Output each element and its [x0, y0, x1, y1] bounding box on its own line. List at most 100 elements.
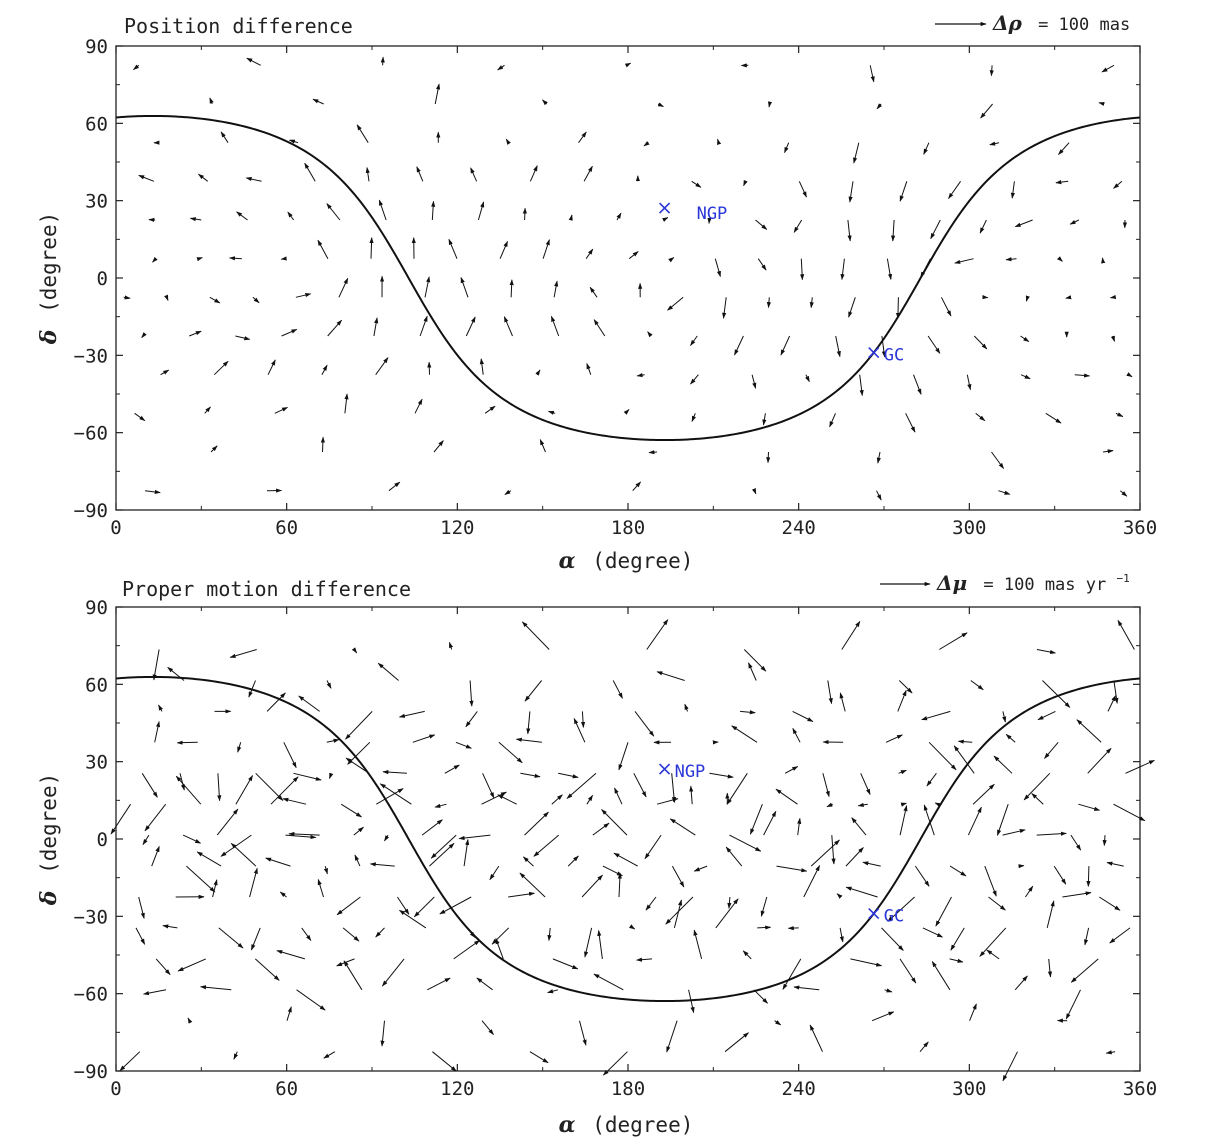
vector-arrow: [841, 620, 861, 650]
vector-arrow: [847, 219, 852, 242]
x-tick-label: 300: [952, 1078, 986, 1100]
vector-arrow: [448, 641, 454, 650]
vector-arrow: [862, 861, 881, 867]
vector-arrow: [138, 174, 155, 182]
vector-arrow: [285, 834, 317, 840]
vector-arrow: [1042, 680, 1071, 708]
vector-arrow: [593, 973, 624, 991]
vector-arrow: [155, 958, 171, 976]
vector-arrow: [757, 258, 767, 271]
galactic-plane-curve: [115, 675, 1141, 1003]
vector-arrow: [378, 199, 387, 221]
vector-arrow: [755, 219, 768, 230]
vector-arrow: [252, 296, 260, 304]
vector-arrow: [1070, 834, 1082, 851]
vector-arrow: [734, 335, 744, 356]
vector-arrow: [1110, 335, 1115, 342]
vector-arrow: [1109, 927, 1131, 944]
vector-arrow: [505, 138, 511, 145]
vector-arrow: [809, 297, 814, 309]
vector-arrow: [522, 207, 527, 221]
vector-arrow: [900, 802, 907, 807]
vector-arrow: [601, 809, 628, 836]
vector-arrow: [673, 899, 683, 929]
vector-arrow: [520, 772, 541, 778]
vector-arrow: [725, 846, 743, 867]
vector-arrow: [519, 872, 546, 898]
vector-arrow: [233, 1051, 239, 1060]
vector-arrow: [887, 896, 915, 922]
vector-arrow: [782, 958, 802, 990]
vector-arrow: [353, 826, 364, 836]
vector-arrow: [636, 372, 645, 378]
vector-arrow: [344, 393, 349, 414]
ngp-marker: NGP: [659, 762, 705, 782]
vector-arrow: [648, 450, 658, 455]
vector-arrow: [585, 248, 594, 259]
vector-arrow: [1074, 373, 1091, 378]
vector-arrow: [470, 167, 478, 182]
vector-arrow: [876, 103, 883, 110]
vector-arrow: [810, 839, 840, 867]
vector-arrow: [839, 927, 844, 943]
vector-arrow: [669, 818, 696, 836]
vector-arrow: [592, 822, 610, 836]
vector-arrow: [465, 316, 476, 337]
vector-arrow: [743, 649, 767, 672]
vector-arrow: [431, 200, 436, 221]
vector-arrow: [766, 297, 772, 309]
vector-arrow: [792, 727, 801, 743]
vector-arrow: [614, 787, 623, 805]
vector-arrow: [662, 217, 669, 222]
vector-arrow: [989, 141, 1000, 146]
vector-arrow: [722, 297, 727, 319]
vector-arrow: [553, 280, 559, 298]
vector-arrow: [1106, 861, 1124, 867]
vector-arrow: [489, 865, 500, 881]
vector-arrow: [740, 710, 756, 715]
vector-arrow: [1113, 180, 1123, 189]
vector-arrow: [365, 167, 370, 182]
vector-arrow: [583, 165, 593, 182]
vector-arrow: [717, 138, 722, 145]
vector-arrow: [618, 742, 629, 771]
vector-arrow: [388, 481, 401, 492]
vector-arrow: [1057, 256, 1063, 262]
vector-arrow: [460, 276, 469, 298]
vector-arrow: [763, 810, 777, 836]
vector-arrow: [508, 891, 535, 898]
vector-arrow: [175, 775, 202, 805]
vector-arrow: [684, 703, 689, 712]
vector-arrow: [433, 440, 444, 453]
vector-arrow: [923, 142, 930, 155]
vector-arrow: [143, 989, 167, 996]
vector-arrow: [1086, 866, 1091, 887]
x-tick-label: 300: [952, 517, 986, 539]
vector-arrow: [647, 331, 653, 338]
vector-arrow: [1047, 958, 1053, 978]
vector-arrow: [897, 689, 907, 712]
vector-arrow: [827, 680, 833, 705]
vector-arrow: [986, 949, 1000, 960]
y-tick-label: −60: [74, 423, 108, 445]
vector-arrow: [347, 741, 371, 765]
vector-arrow: [693, 929, 703, 960]
vector-arrow: [351, 647, 358, 654]
vector-arrow: [859, 374, 864, 397]
vector-arrow: [567, 855, 579, 867]
vector-arrow: [204, 406, 211, 414]
vector-arrow: [317, 239, 329, 259]
vector-arrow: [668, 257, 675, 263]
vector-arrow: [831, 835, 836, 865]
vector-arrow: [1078, 803, 1101, 811]
x-tick-label: 0: [110, 1078, 121, 1100]
vector-arrow: [503, 316, 513, 337]
vector-arrow: [209, 296, 221, 304]
vector-arrow: [458, 834, 491, 841]
reference-markers: NGP GC: [659, 762, 904, 927]
vector-arrow: [1125, 759, 1155, 774]
ngp-label: NGP: [697, 204, 728, 224]
vector-arrow: [1113, 803, 1146, 822]
vector-arrow: [326, 203, 341, 221]
vector-arrow: [581, 874, 603, 898]
